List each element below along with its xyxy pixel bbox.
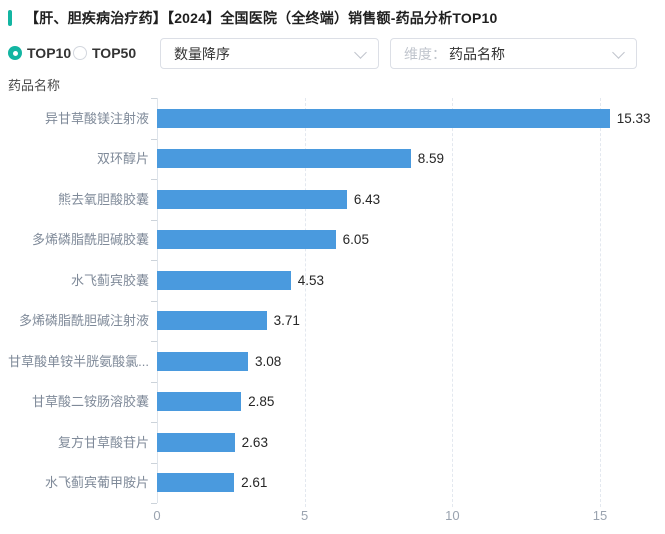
value-label: 8.59	[417, 151, 444, 167]
sort-select[interactable]: 数量降序	[160, 38, 379, 69]
bar[interactable]	[157, 473, 235, 493]
y-axis-tick	[151, 341, 157, 342]
bar[interactable]	[157, 189, 347, 209]
dimension-select-prefix: 维度：	[404, 45, 446, 62]
chevron-down-icon	[354, 46, 367, 59]
gridline	[600, 98, 601, 507]
bar[interactable]	[157, 149, 411, 169]
radio-top50-label: TOP50	[92, 45, 137, 61]
value-label: 15.33	[616, 110, 651, 126]
radio-unselected-icon	[73, 46, 87, 60]
bar[interactable]	[157, 432, 235, 452]
bar[interactable]	[157, 311, 267, 331]
bar[interactable]	[157, 392, 242, 412]
value-label: 6.43	[353, 191, 381, 207]
category-label: 甘草酸二铵肠溶胶囊	[31, 394, 149, 410]
x-tick-label: 15	[592, 508, 608, 523]
y-axis-tick	[151, 381, 157, 383]
dimension-select[interactable]: 维度： 药品名称	[390, 38, 637, 69]
y-axis-tick	[151, 260, 157, 261]
value-label: 2.85	[248, 394, 275, 410]
radio-selected-icon	[8, 46, 22, 60]
x-tick-label: 0	[153, 508, 161, 523]
bar[interactable]	[157, 108, 610, 128]
y-axis-line	[157, 98, 158, 503]
title-accent-bar	[8, 10, 12, 26]
value-label: 3.71	[273, 313, 300, 329]
panel-header: 【肝、胆疾病治疗药】【2024】全国医院（全终端）销售额-药品分析TOP10	[8, 8, 498, 28]
y-axis-tick	[151, 462, 157, 464]
category-label: 甘草酸单铵半胱氨酸氯...	[8, 353, 149, 369]
y-axis-title: 药品名称	[8, 78, 61, 93]
y-axis-tick	[151, 300, 157, 302]
value-label: 4.53	[297, 272, 325, 288]
category-label: 多烯磷脂酰胆碱胶囊	[31, 232, 149, 248]
radio-top10[interactable]: TOP10	[8, 45, 71, 61]
y-axis-tick	[151, 98, 157, 99]
page-title: 【肝、胆疾病治疗药】【2024】全国医院（全终端）销售额-药品分析TOP10	[25, 10, 498, 26]
sort-select-value: 数量降序	[174, 45, 230, 62]
bar[interactable]	[157, 270, 291, 290]
value-label: 2.61	[241, 475, 268, 491]
category-label: 多烯磷脂酰胆碱注射液	[18, 313, 149, 329]
y-axis-tick	[151, 179, 157, 180]
radio-top50[interactable]: TOP50	[73, 45, 136, 61]
y-axis-tick	[151, 422, 157, 423]
gridline	[304, 98, 306, 507]
radio-top10-label: TOP10	[27, 45, 72, 61]
value-label: 6.05	[342, 232, 369, 248]
x-tick-label: 10	[445, 508, 460, 523]
y-axis-tick	[151, 503, 157, 504]
category-label: 复方甘草酸苷片	[57, 434, 149, 450]
y-axis-tick	[151, 138, 157, 140]
x-tick-label: 5	[301, 508, 309, 523]
category-label: 水飞蓟宾胶囊	[70, 272, 149, 288]
dimension-select-value: 药品名称	[449, 45, 505, 62]
bar[interactable]	[157, 351, 248, 371]
category-label: 熊去氧胆酸胶囊	[57, 191, 149, 207]
y-axis-tick	[151, 219, 157, 221]
bar[interactable]	[157, 230, 336, 250]
chevron-down-icon	[612, 46, 625, 59]
value-label: 3.08	[254, 353, 282, 369]
category-label: 水飞蓟宾葡甲胺片	[44, 475, 149, 491]
category-label: 异甘草酸镁注射液	[44, 110, 149, 126]
category-label: 双环醇片	[96, 151, 149, 167]
gridline	[452, 98, 454, 507]
value-label: 2.63	[241, 434, 268, 450]
